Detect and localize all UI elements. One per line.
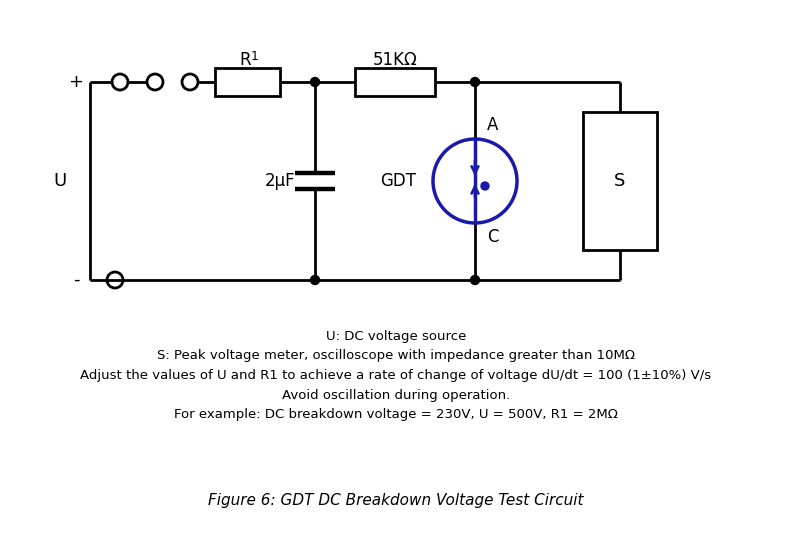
Circle shape bbox=[470, 77, 480, 87]
Text: S: S bbox=[615, 172, 626, 190]
Text: 1: 1 bbox=[251, 49, 259, 62]
Text: -: - bbox=[73, 271, 79, 289]
Text: C: C bbox=[487, 228, 499, 246]
Circle shape bbox=[311, 276, 320, 284]
Text: GDT: GDT bbox=[380, 172, 416, 190]
Bar bbox=[355, 68, 435, 96]
Bar bbox=[215, 68, 280, 96]
Bar bbox=[583, 112, 657, 250]
Text: +: + bbox=[68, 73, 83, 91]
Text: 2μF: 2μF bbox=[265, 172, 295, 190]
Text: Figure 6: GDT DC Breakdown Voltage Test Circuit: Figure 6: GDT DC Breakdown Voltage Test … bbox=[209, 493, 584, 507]
Text: 51KΩ: 51KΩ bbox=[373, 51, 417, 69]
Circle shape bbox=[481, 182, 489, 190]
Text: U: U bbox=[53, 172, 67, 190]
Text: A: A bbox=[488, 116, 499, 134]
Text: U: DC voltage source
S: Peak voltage meter, oscilloscope with impedance greater : U: DC voltage source S: Peak voltage met… bbox=[80, 330, 711, 421]
Circle shape bbox=[311, 77, 320, 87]
Text: R: R bbox=[239, 51, 251, 69]
Circle shape bbox=[470, 276, 480, 284]
